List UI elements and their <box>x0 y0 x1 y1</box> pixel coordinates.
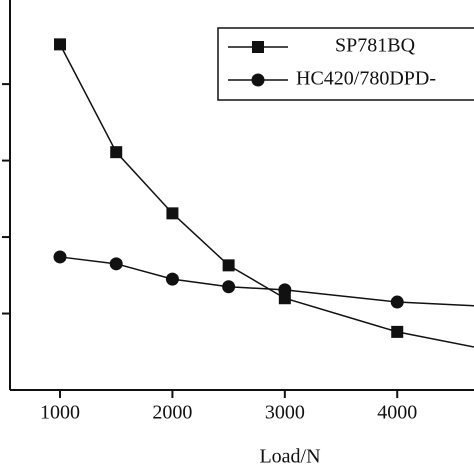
data-point <box>391 325 404 338</box>
legend-marker <box>251 73 265 87</box>
data-point <box>165 272 179 286</box>
x-tick-label: 4000 <box>377 402 417 424</box>
legend-marker <box>252 41 264 53</box>
data-point <box>166 207 179 220</box>
data-point <box>278 283 292 297</box>
legend-label: SP781BQ <box>335 35 416 57</box>
legend-label: HC420/780DPD- <box>296 68 436 90</box>
data-point <box>53 250 67 264</box>
data-point <box>54 38 67 51</box>
data-point <box>390 295 404 309</box>
data-point <box>222 259 235 272</box>
data-point <box>110 146 123 159</box>
x-tick-label: 3000 <box>265 402 305 424</box>
legend: SP781BQ HC420/780DPD- <box>217 27 474 101</box>
x-tick-label: 1000 <box>40 402 80 424</box>
x-tick-label: 2000 <box>152 402 192 424</box>
legend-box <box>217 27 474 101</box>
data-point <box>109 257 123 271</box>
x-axis-label: Load/N <box>259 446 320 468</box>
data-point <box>222 280 236 294</box>
